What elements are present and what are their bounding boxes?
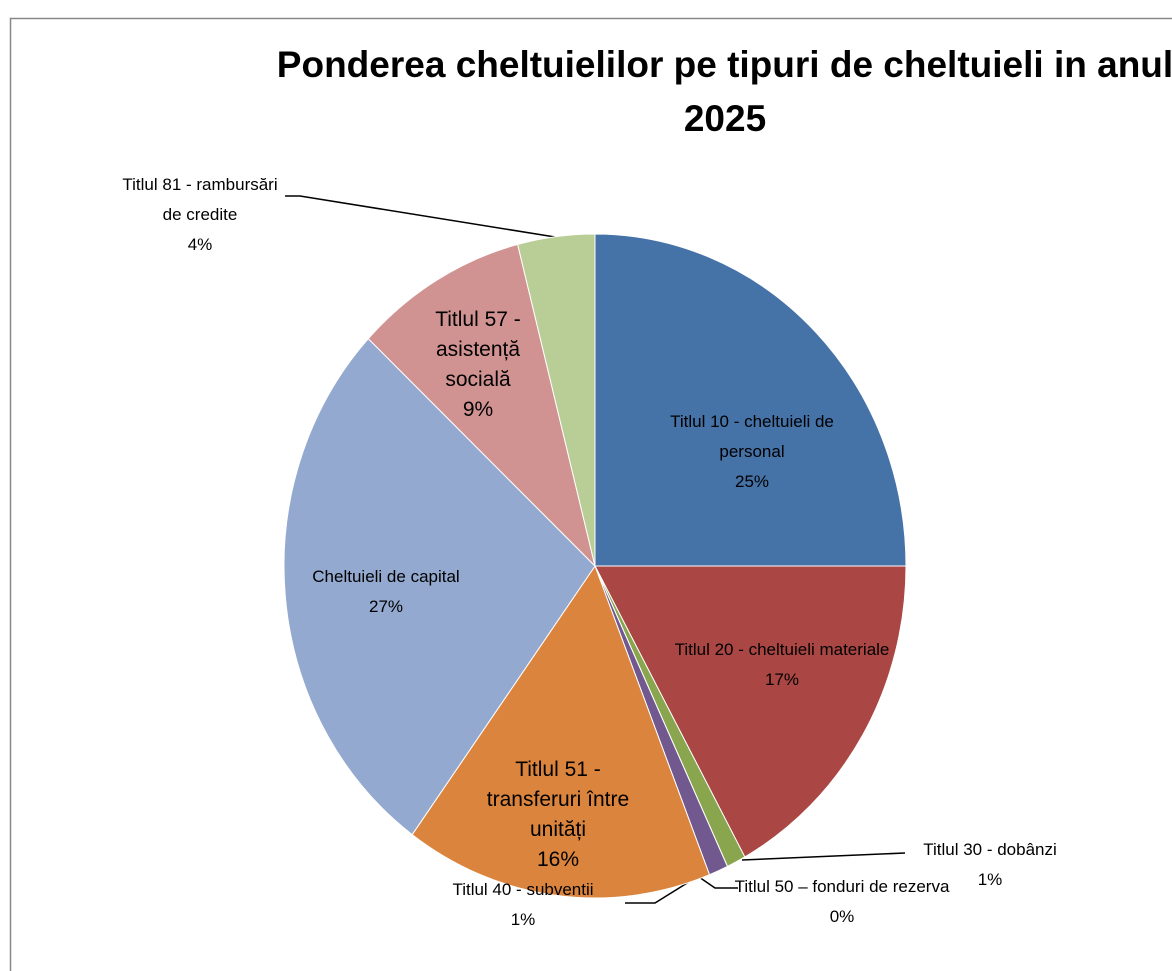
slice-name: Titlul 10 - cheltuieli de personal	[670, 412, 834, 461]
leader-line	[625, 879, 693, 904]
leader-line	[698, 876, 738, 889]
chart-title: Ponderea cheltuielilor pe tipuri de chel…	[276, 44, 1172, 139]
slice-label: Titlul 10 - cheltuieli de personal 25%	[652, 407, 852, 497]
slice-percent: 1%	[977, 870, 1003, 889]
slice-name: Titlul 57 - asistență socială	[435, 308, 521, 391]
slice-percent: 0%	[829, 907, 855, 926]
pie-slice	[517, 233, 596, 567]
slice-name: Titlul 50 – fonduri de rezerva	[734, 877, 950, 896]
slice-label: Titlul 40 - subventii 1%	[413, 875, 633, 935]
slice-name: Titlul 40 - subventii	[452, 880, 594, 899]
slice-label: Titlul 51 - transferuri între unități 16%	[471, 755, 646, 875]
pie-slice	[594, 565, 907, 858]
slice-percent: 16%	[536, 848, 580, 871]
pie-slice	[594, 233, 907, 567]
leader-lines	[285, 195, 906, 904]
slice-label: Titlul 50 – fonduri de rezerva 0%	[735, 872, 950, 932]
slice-percent: 9%	[462, 398, 494, 421]
pie-slice	[367, 243, 596, 568]
slice-name: Cheltuieli de capital	[312, 567, 460, 586]
slice-name: Titlul 30 - dobânzi	[923, 840, 1057, 859]
slice-label: Titlul 81 - rambursări de credite 4%	[115, 170, 285, 260]
pie-slice	[283, 337, 596, 836]
slice-label: Titlul 20 - cheltuieli materiale 17%	[675, 635, 890, 695]
slice-label: Titlul 30 - dobânzi 1%	[890, 835, 1090, 895]
slice-percent: 4%	[187, 235, 213, 254]
slice-name: Titlul 51 - transferuri între unități	[486, 758, 630, 841]
slice-label: Titlul 57 - asistență socială 9%	[413, 305, 543, 425]
chart-border	[9, 17, 1172, 971]
slice-percent: 25%	[734, 472, 770, 491]
slice-percent: 17%	[764, 670, 800, 689]
slice-name: Titlul 20 - cheltuieli materiale	[674, 640, 890, 659]
leader-line	[285, 195, 556, 238]
leader-line	[741, 852, 906, 861]
slice-label: Cheltuieli de capital 27%	[281, 562, 491, 622]
slice-name: Titlul 81 - rambursări de credite	[122, 175, 278, 224]
slice-percent: 1%	[510, 910, 536, 929]
slice-percent: 27%	[368, 597, 404, 616]
pie-slice	[411, 564, 711, 899]
